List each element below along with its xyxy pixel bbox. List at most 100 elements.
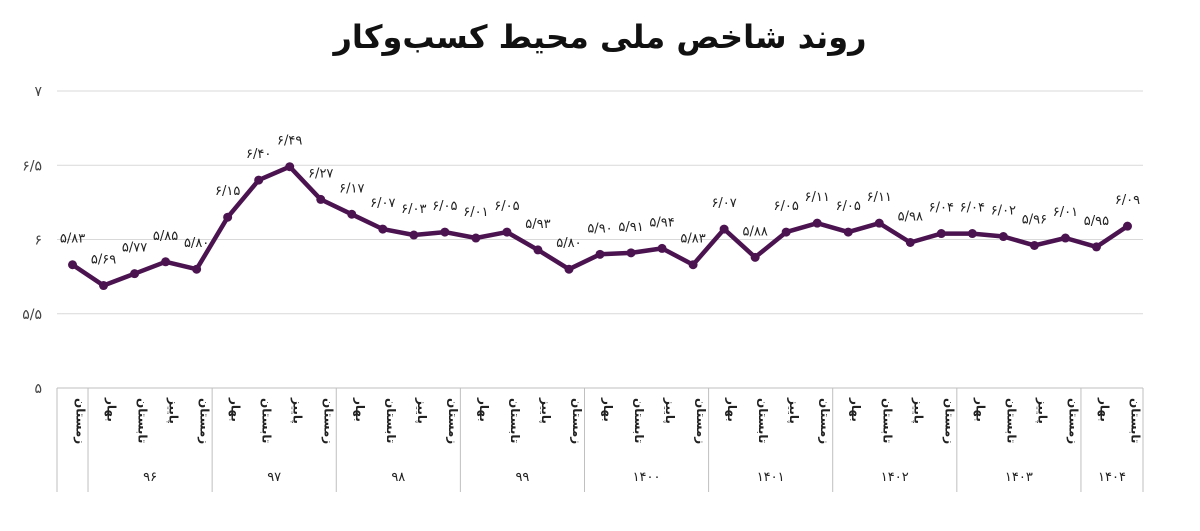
data-point: [223, 212, 233, 222]
season-label: تابستان: [756, 398, 770, 443]
data-label: ۶/۰۵: [432, 199, 457, 214]
data-point: [657, 243, 667, 253]
data-point: [130, 269, 140, 279]
data-point: [285, 162, 295, 172]
data-point: [471, 233, 481, 243]
data-point: [905, 237, 915, 247]
data-label: ۶/۰۵: [836, 199, 861, 214]
data-label: ۵/۹۳: [525, 217, 550, 232]
data-label: ۵/۹۰: [587, 221, 612, 236]
season-label: بهار: [849, 397, 863, 422]
season-label: تابستان: [632, 398, 646, 443]
year-label: ۹۹: [515, 470, 529, 485]
data-point: [161, 257, 171, 267]
data-label: ۵/۹۴: [649, 215, 674, 230]
data-point: [1122, 221, 1132, 231]
data-point: [564, 264, 574, 274]
chart-title: روند شاخص ملی محیط کسب‌وکار: [333, 18, 867, 56]
data-point: [68, 260, 78, 270]
data-point: [99, 281, 109, 291]
data-point: [316, 194, 326, 204]
season-label: تابستان: [880, 398, 894, 443]
year-label: ۱۴۰۰: [633, 470, 661, 485]
data-label: ۵/۸۰: [184, 236, 209, 251]
season-label: زمستان: [1066, 398, 1080, 444]
data-label: ۵/۸۸: [742, 224, 767, 239]
season-label: پاییز: [291, 397, 305, 424]
data-point: [533, 245, 543, 255]
data-label: ۶/۲۷: [308, 166, 333, 181]
season-label: پاییز: [167, 397, 181, 424]
data-label: ۶/۰۱: [1053, 205, 1078, 220]
data-point: [998, 232, 1008, 242]
data-label: ۵/۶۹: [91, 253, 116, 268]
year-label: ۹۸: [391, 470, 405, 485]
year-label: ۱۴۰۴: [1098, 470, 1126, 485]
data-point: [409, 230, 419, 240]
season-label: بهار: [1097, 397, 1111, 422]
y-tick-label: ۵: [34, 381, 42, 397]
year-label: ۱۴۰۳: [1005, 470, 1033, 485]
season-label: پاییز: [787, 397, 801, 424]
data-point: [843, 227, 853, 237]
data-label: ۶/۰۳: [401, 202, 426, 217]
season-label: پاییز: [1035, 397, 1049, 424]
season-label: پاییز: [911, 397, 925, 424]
data-label: ۶/۰۲: [991, 204, 1016, 219]
season-label: زمستان: [74, 398, 88, 444]
data-label: ۵/۹۸: [898, 209, 923, 224]
year-label: ۹۷: [267, 470, 281, 485]
data-point: [378, 224, 388, 234]
data-point: [347, 209, 357, 219]
data-label: ۶/۱۱: [867, 190, 892, 205]
data-label: ۶/۰۹: [1115, 193, 1140, 208]
season-label: تابستان: [1128, 398, 1142, 443]
data-label: ۶/۰۵: [774, 199, 799, 214]
data-label: ۶/۰۷: [711, 196, 736, 211]
data-label: ۶/۰۱: [463, 205, 488, 220]
data-label: ۶/۰۵: [494, 199, 519, 214]
season-label: زمستان: [942, 398, 956, 444]
data-point: [936, 229, 946, 239]
season-label: بهار: [725, 397, 739, 422]
data-label: ۶/۴۰: [246, 147, 271, 162]
data-point: [688, 260, 698, 270]
season-label: تابستان: [384, 398, 398, 443]
season-label: تابستان: [136, 398, 150, 443]
season-label: پاییز: [415, 397, 429, 424]
data-label: ۵/۹۶: [1022, 212, 1047, 227]
data-point: [254, 175, 264, 185]
y-tick-label: ۵/۵: [22, 307, 42, 323]
data-label: ۵/۹۱: [618, 220, 643, 235]
data-label: ۵/۸۳: [680, 232, 705, 247]
season-label: بهار: [477, 397, 491, 422]
data-label: ۶/۰۷: [370, 196, 395, 211]
data-label: ۵/۸۰: [556, 236, 581, 251]
season-label: تابستان: [260, 398, 274, 443]
season-label: تابستان: [508, 398, 522, 443]
data-point: [812, 218, 822, 228]
data-point: [874, 218, 884, 228]
data-point: [595, 249, 605, 259]
y-tick-label: ۶/۵: [22, 158, 42, 174]
data-label: ۶/۱۱: [805, 190, 830, 205]
season-label: زمستان: [322, 398, 336, 444]
season-label: بهار: [973, 397, 987, 422]
data-point: [781, 227, 791, 237]
data-label: ۶/۰۴: [929, 201, 954, 216]
data-label: ۶/۱۵: [215, 184, 240, 199]
data-point: [1091, 242, 1101, 252]
data-point: [1029, 240, 1039, 250]
data-point: [967, 229, 977, 239]
y-tick-label: ۶: [34, 233, 42, 249]
data-point: [1060, 233, 1070, 243]
data-label: ۵/۸۳: [60, 232, 85, 247]
data-point: [719, 224, 729, 234]
season-label: بهار: [601, 397, 615, 422]
year-label: ۱۴۰۱: [757, 470, 785, 485]
season-label: زمستان: [570, 398, 584, 444]
data-label: ۵/۷۷: [122, 241, 147, 256]
season-label: زمستان: [818, 398, 832, 444]
data-label: ۵/۹۵: [1084, 214, 1109, 229]
